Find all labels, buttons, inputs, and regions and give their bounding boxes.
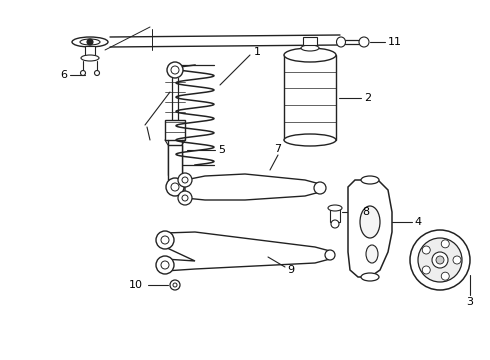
Circle shape xyxy=(410,230,470,290)
Circle shape xyxy=(178,191,192,205)
Circle shape xyxy=(156,256,174,274)
Text: 9: 9 xyxy=(288,265,294,275)
Circle shape xyxy=(422,246,430,254)
Circle shape xyxy=(161,261,169,269)
Circle shape xyxy=(418,238,462,282)
Circle shape xyxy=(436,256,444,264)
Circle shape xyxy=(156,231,174,249)
Text: 8: 8 xyxy=(363,207,369,217)
Circle shape xyxy=(453,256,461,264)
Circle shape xyxy=(441,272,449,280)
Ellipse shape xyxy=(361,273,379,281)
Ellipse shape xyxy=(360,206,380,238)
Circle shape xyxy=(161,236,169,244)
Text: 6: 6 xyxy=(60,70,68,80)
Bar xyxy=(168,145,182,180)
Circle shape xyxy=(182,177,188,183)
Ellipse shape xyxy=(80,39,100,45)
Circle shape xyxy=(170,280,180,290)
Circle shape xyxy=(171,183,179,191)
Circle shape xyxy=(422,266,430,274)
Circle shape xyxy=(331,220,339,228)
Ellipse shape xyxy=(284,48,336,62)
Text: 3: 3 xyxy=(466,297,473,307)
Circle shape xyxy=(95,71,99,76)
Ellipse shape xyxy=(301,45,319,51)
Circle shape xyxy=(432,252,448,268)
Circle shape xyxy=(182,195,188,201)
Text: 1: 1 xyxy=(253,47,261,57)
Bar xyxy=(85,46,95,58)
Text: 5: 5 xyxy=(219,145,225,155)
Polygon shape xyxy=(348,180,392,277)
Circle shape xyxy=(173,283,177,287)
Text: 4: 4 xyxy=(415,217,421,227)
Polygon shape xyxy=(165,232,330,271)
Circle shape xyxy=(441,240,449,248)
Text: 7: 7 xyxy=(274,144,282,154)
Ellipse shape xyxy=(81,55,99,61)
Ellipse shape xyxy=(361,176,379,184)
Text: 2: 2 xyxy=(365,93,371,103)
Ellipse shape xyxy=(328,205,342,211)
Ellipse shape xyxy=(337,37,345,47)
Circle shape xyxy=(178,173,192,187)
Bar xyxy=(284,55,336,140)
Polygon shape xyxy=(185,174,320,200)
Ellipse shape xyxy=(366,245,378,263)
Bar xyxy=(165,120,185,140)
Text: 10: 10 xyxy=(129,280,143,290)
Circle shape xyxy=(314,182,326,194)
Circle shape xyxy=(325,250,335,260)
Bar xyxy=(303,37,317,45)
Ellipse shape xyxy=(72,37,108,47)
Circle shape xyxy=(167,62,183,78)
Circle shape xyxy=(87,39,93,45)
Circle shape xyxy=(166,178,184,196)
Circle shape xyxy=(80,71,85,76)
Text: 11: 11 xyxy=(388,37,402,47)
Circle shape xyxy=(171,66,179,74)
Ellipse shape xyxy=(284,134,336,146)
Bar xyxy=(330,208,340,222)
Circle shape xyxy=(359,37,369,47)
